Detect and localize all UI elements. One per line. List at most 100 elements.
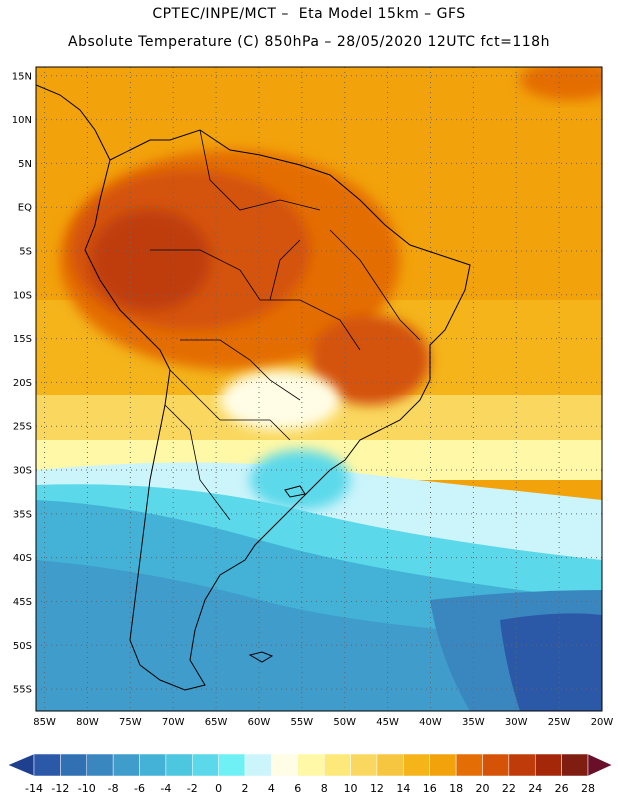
colorbar-box [508, 753, 536, 777]
field-core-east [310, 315, 430, 405]
colorbar-box [376, 753, 404, 777]
colorbar-tick-label: -8 [108, 782, 119, 795]
lat-tick-label: 30S [13, 466, 32, 477]
colorbar-tick-label: -2 [187, 782, 198, 795]
lat-tick-label: 20S [13, 378, 32, 389]
colorbar-box [86, 753, 114, 777]
colorbar-box [244, 753, 272, 777]
lon-tick-label: 20W [591, 717, 614, 728]
colorbar-tick-label: -6 [134, 782, 145, 795]
lat-tick-label: EQ [18, 203, 32, 214]
colorbar-tick-label: 20 [475, 782, 489, 795]
lat-tick-label: 40S [13, 553, 32, 564]
colorbar-tick-label: 8 [321, 782, 328, 795]
falkland-islands [248, 651, 274, 663]
colorbar-box [350, 753, 378, 777]
colorbar-tick-label: 18 [449, 782, 463, 795]
colorbar-box [139, 753, 167, 777]
lat-tick-label: 35S [13, 509, 32, 520]
central-america-outline [36, 84, 111, 161]
lat-tick-label: 5S [19, 247, 32, 258]
colorbar-tick-label: 12 [370, 782, 384, 795]
colorbar-tick-label: 28 [581, 782, 595, 795]
colorbar-arrow-low [7, 753, 35, 777]
temperature-field [36, 67, 602, 711]
colorbar-boxes [7, 753, 613, 777]
lat-axis: 15N 10N 5N EQ 5S 10S 15S 20S 25S 30S 35S 40S 45S 50S 5… [12, 71, 32, 695]
lon-tick-label: 45W [376, 717, 399, 728]
border-line [169, 369, 291, 441]
lat-tick-label: 45S [13, 597, 32, 608]
colorbar-tick-label: 22 [502, 782, 516, 795]
colorbar-tick-label: 2 [242, 782, 249, 795]
border-line [164, 404, 231, 521]
colorbar-box [403, 753, 430, 777]
colorbar-box [165, 753, 193, 777]
lat-tick-label: 15S [13, 334, 32, 345]
colorbar-tick-label: 26 [555, 782, 569, 795]
lon-tick-label: 35W [462, 717, 485, 728]
colorbar-box [429, 753, 457, 777]
colorbar-box [60, 753, 88, 777]
lat-tick-label: 15N [12, 71, 32, 82]
colorbar-tick-label: -4 [160, 782, 171, 795]
field-patch-plata [250, 450, 350, 510]
field-core-24 [90, 210, 210, 310]
colorbar-box [534, 753, 562, 777]
lat-tick-label: 10N [12, 115, 32, 126]
colorbar-tick-label: 24 [528, 782, 542, 795]
colorbar-box [33, 753, 61, 777]
colorbar-arrow-high [587, 753, 613, 777]
country-borders [150, 129, 421, 521]
colorbar-box [482, 753, 510, 777]
colorbar-box [455, 753, 483, 777]
south-america-outline [84, 129, 471, 691]
colorbar-box [112, 753, 140, 777]
colorbar-tick-label: 14 [396, 782, 410, 795]
colorbar-tick-label: 4 [268, 782, 275, 795]
colorbar-box [561, 753, 589, 777]
chart-title: CPTEC/INPE/MCT – Eta Model 15km – GFS [152, 6, 466, 22]
border-line [199, 129, 321, 211]
colorbar-labels: -14 -12 -10 -8 -6 -4 -2 0 2 4 6 8 10 12 14 16 18 20 22 24 26… [25, 782, 595, 795]
lon-tick-label: 25W [548, 717, 571, 728]
lat-tick-label: 10S [13, 290, 32, 301]
lon-tick-label: 50W [333, 717, 356, 728]
colorbar-box [271, 753, 299, 777]
colorbar: -14 -12 -10 -8 -6 -4 -2 0 2 4 6 8 10 12 14 16 18 20 22 24 26… [7, 753, 613, 795]
colorbar-box [218, 753, 246, 777]
lon-tick-label: 40W [419, 717, 442, 728]
lat-tick-label: 25S [13, 422, 32, 433]
coastlines [36, 84, 471, 691]
colorbar-tick-label: -14 [25, 782, 43, 795]
lon-tick-label: 30W [505, 717, 528, 728]
border-line [329, 229, 421, 341]
field-patch-chaco [220, 370, 340, 430]
colorbar-tick-label: -10 [78, 782, 96, 795]
lon-tick-label: 70W [162, 717, 185, 728]
lon-tick-label: 75W [119, 717, 142, 728]
map-frame [35, 66, 603, 712]
colorbar-box [297, 753, 325, 777]
lat-tick-label: 50S [13, 641, 32, 652]
lon-tick-label: 85W [33, 717, 56, 728]
lon-tick-label: 60W [248, 717, 271, 728]
lon-axis: 85W 80W 75W 70W 65W 60W 55W 50W 45W 40W 35W 30W 25W 2… [33, 717, 613, 728]
colorbar-tick-label: 10 [344, 782, 358, 795]
colorbar-box [323, 753, 351, 777]
lat-tick-label: 55S [13, 685, 32, 696]
border-line [269, 239, 301, 301]
lon-tick-label: 65W [205, 717, 228, 728]
temperature-map: 15N 10N 5N EQ 5S 10S 15S 20S 25S 30S 35S 40S 45S 50S 5… [12, 66, 613, 728]
chart-subtitle: Absolute Temperature (C) 850hPa – 28/05/… [68, 34, 550, 50]
lon-tick-label: 55W [291, 717, 314, 728]
colorbar-tick-label: 0 [215, 782, 222, 795]
lon-tick-label: 80W [76, 717, 99, 728]
colorbar-box [192, 753, 219, 777]
field-core-ne [520, 67, 602, 100]
colorbar-tick-label: 16 [423, 782, 437, 795]
border-line [150, 249, 361, 351]
border-line [180, 339, 301, 401]
colorbar-tick-label: -12 [51, 782, 69, 795]
field-band-minus12 [500, 613, 602, 711]
